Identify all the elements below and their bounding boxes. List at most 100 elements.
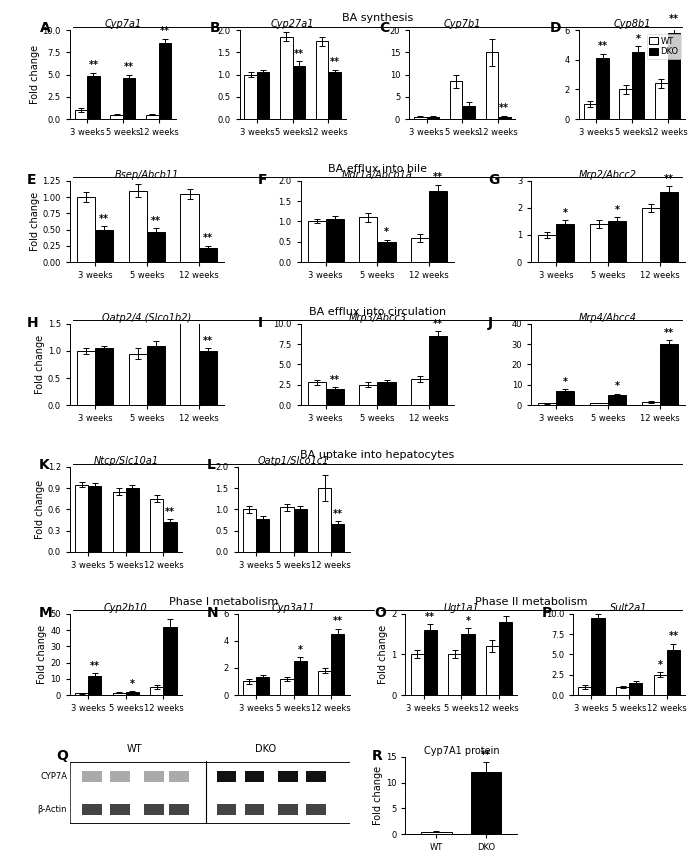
Bar <box>82 804 102 815</box>
Text: **: ** <box>203 233 212 243</box>
Bar <box>326 389 344 405</box>
Text: *: * <box>298 645 303 654</box>
Bar <box>129 353 147 405</box>
Text: **: ** <box>481 750 491 759</box>
Text: A: A <box>41 22 51 35</box>
Y-axis label: Fold change: Fold change <box>35 335 45 394</box>
Title: Cyp7b1: Cyp7b1 <box>444 19 481 29</box>
Text: BA efflux into circulation: BA efflux into circulation <box>309 307 446 317</box>
Bar <box>461 634 475 695</box>
Text: H: H <box>27 316 38 329</box>
Text: **: ** <box>89 60 99 71</box>
Text: D: D <box>549 22 561 35</box>
Text: Phase II metabolism: Phase II metabolism <box>475 597 587 607</box>
Bar <box>642 208 660 262</box>
Title: Cyp7a1: Cyp7a1 <box>104 19 142 29</box>
Bar <box>150 687 164 695</box>
Bar <box>584 104 596 119</box>
Title: Mrp3/Abcc3: Mrp3/Abcc3 <box>349 313 406 323</box>
Bar <box>88 486 101 552</box>
Bar <box>243 681 256 695</box>
Text: **: ** <box>499 103 510 114</box>
Text: WT: WT <box>127 744 142 753</box>
Bar <box>164 522 177 552</box>
Bar <box>199 351 217 405</box>
Bar <box>429 336 447 405</box>
Text: **: ** <box>203 335 212 346</box>
Text: *: * <box>466 616 470 625</box>
Bar <box>144 804 164 815</box>
Bar <box>243 509 256 552</box>
Bar <box>668 33 680 119</box>
Bar <box>95 230 113 262</box>
Bar <box>88 676 101 695</box>
Bar <box>591 617 605 695</box>
Bar <box>499 622 512 695</box>
Title: Oatp1/Slco1c1: Oatp1/Slco1c1 <box>258 456 329 466</box>
Text: N: N <box>206 605 218 620</box>
Bar <box>87 77 100 119</box>
Bar <box>426 117 439 119</box>
Bar <box>147 231 165 262</box>
Title: Oatp2/4 (Slco1b2): Oatp2/4 (Slco1b2) <box>102 313 192 323</box>
Text: BA synthesis: BA synthesis <box>342 13 413 23</box>
Title: Cyp2b10: Cyp2b10 <box>104 603 147 613</box>
Bar <box>126 488 139 552</box>
Bar <box>159 44 171 119</box>
Text: *: * <box>384 227 389 237</box>
Bar <box>538 403 556 405</box>
Bar <box>377 242 396 262</box>
Bar <box>110 771 130 782</box>
Y-axis label: Fold change: Fold change <box>38 625 48 684</box>
Bar <box>278 771 298 782</box>
Title: Mrp4/Abcc4: Mrp4/Abcc4 <box>579 313 637 323</box>
Text: K: K <box>38 458 50 472</box>
Bar <box>660 344 678 405</box>
Bar <box>486 647 499 695</box>
Y-axis label: Fold change: Fold change <box>30 45 40 104</box>
Bar <box>486 52 498 119</box>
Bar <box>590 403 608 405</box>
Bar <box>278 804 298 815</box>
Bar <box>331 525 345 552</box>
Title: Ntcp/Slc10a1: Ntcp/Slc10a1 <box>93 456 159 466</box>
Bar <box>629 683 642 695</box>
Bar <box>245 771 264 782</box>
Bar <box>429 191 447 262</box>
Bar <box>578 687 591 695</box>
Bar <box>217 771 236 782</box>
Bar <box>608 222 626 262</box>
Bar <box>538 235 556 262</box>
Bar <box>110 114 123 119</box>
Text: **: ** <box>165 507 175 517</box>
Bar <box>410 654 424 695</box>
Bar <box>318 488 331 552</box>
Text: P: P <box>542 605 552 620</box>
Text: F: F <box>257 173 267 187</box>
Text: **: ** <box>333 509 343 519</box>
Bar <box>164 627 177 695</box>
Bar <box>199 248 217 262</box>
Text: E: E <box>27 173 36 187</box>
Text: **: ** <box>151 216 161 226</box>
Bar <box>126 691 139 695</box>
Bar <box>359 384 377 405</box>
Text: L: L <box>206 458 215 472</box>
Bar <box>75 110 87 119</box>
Text: C: C <box>380 22 390 35</box>
Bar <box>82 771 102 782</box>
Bar <box>596 58 609 119</box>
Bar <box>667 650 680 695</box>
Bar <box>318 671 331 695</box>
Text: **: ** <box>294 48 304 58</box>
Bar <box>306 771 326 782</box>
Bar <box>449 81 462 119</box>
Bar <box>169 804 189 815</box>
Bar <box>655 83 668 119</box>
Bar <box>280 507 294 552</box>
Text: *: * <box>130 679 135 689</box>
Text: **: ** <box>668 631 678 642</box>
Bar <box>123 78 136 119</box>
Bar <box>616 687 629 695</box>
Bar <box>448 654 461 695</box>
